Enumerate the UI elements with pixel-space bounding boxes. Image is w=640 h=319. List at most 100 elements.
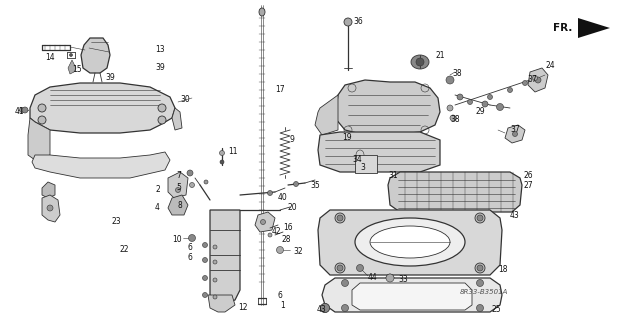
Circle shape (467, 100, 472, 105)
Polygon shape (335, 80, 440, 135)
Polygon shape (322, 278, 502, 312)
Text: 29: 29 (475, 108, 484, 116)
Circle shape (189, 234, 195, 241)
Circle shape (268, 233, 272, 237)
Circle shape (532, 76, 538, 80)
Text: 40: 40 (278, 192, 288, 202)
Text: 24: 24 (545, 61, 555, 70)
Text: 35: 35 (310, 181, 320, 189)
Circle shape (213, 295, 217, 299)
Circle shape (213, 260, 217, 264)
Text: 33: 33 (398, 276, 408, 285)
Ellipse shape (38, 104, 46, 112)
Circle shape (450, 115, 456, 121)
Circle shape (477, 265, 483, 271)
Polygon shape (168, 172, 188, 198)
Text: 37: 37 (527, 76, 537, 85)
Bar (355, 155, 377, 173)
Text: 14: 14 (45, 54, 54, 63)
Text: 6: 6 (188, 243, 193, 253)
Ellipse shape (158, 104, 166, 112)
Polygon shape (318, 210, 502, 275)
Text: 37: 37 (510, 125, 520, 135)
Text: 41: 41 (15, 108, 24, 116)
Circle shape (342, 305, 349, 311)
Text: 10: 10 (172, 235, 182, 244)
Circle shape (356, 264, 364, 271)
Circle shape (213, 245, 217, 249)
Polygon shape (28, 118, 50, 160)
Text: 4: 4 (155, 203, 160, 211)
Circle shape (276, 247, 284, 254)
Polygon shape (172, 108, 182, 130)
Text: 25: 25 (492, 306, 502, 315)
Ellipse shape (475, 263, 485, 273)
Text: 6: 6 (278, 292, 283, 300)
Circle shape (202, 257, 207, 263)
Text: 31: 31 (388, 170, 397, 180)
Ellipse shape (355, 218, 465, 266)
Text: 17: 17 (275, 85, 285, 94)
Text: 19: 19 (342, 133, 351, 143)
Circle shape (497, 103, 504, 110)
Circle shape (220, 160, 224, 164)
Text: 15: 15 (72, 65, 82, 75)
Circle shape (513, 131, 518, 137)
Circle shape (447, 105, 453, 111)
Text: 8R33-B3501A: 8R33-B3501A (460, 289, 508, 295)
Polygon shape (388, 172, 522, 212)
Ellipse shape (19, 108, 24, 113)
Polygon shape (528, 68, 548, 92)
Polygon shape (32, 152, 170, 178)
Circle shape (488, 94, 493, 100)
Circle shape (22, 107, 28, 113)
Text: 39: 39 (105, 73, 115, 83)
Circle shape (175, 188, 180, 192)
Circle shape (268, 190, 273, 196)
Polygon shape (578, 18, 610, 38)
Text: 20: 20 (288, 203, 298, 211)
Circle shape (477, 215, 483, 221)
Text: 36: 36 (353, 18, 363, 26)
Circle shape (260, 219, 266, 225)
Circle shape (508, 87, 513, 93)
Text: 42: 42 (272, 227, 282, 236)
Circle shape (477, 279, 483, 286)
Text: 28: 28 (282, 235, 291, 244)
Circle shape (446, 76, 454, 84)
Ellipse shape (335, 263, 345, 273)
Text: 2: 2 (155, 186, 160, 195)
Text: 3: 3 (360, 164, 365, 173)
Circle shape (187, 170, 193, 176)
Circle shape (202, 276, 207, 280)
Polygon shape (81, 38, 110, 73)
Circle shape (47, 205, 53, 211)
Polygon shape (255, 212, 275, 232)
Circle shape (386, 274, 394, 282)
Polygon shape (88, 55, 100, 63)
Polygon shape (68, 60, 76, 74)
Text: 23: 23 (112, 218, 122, 226)
Text: 21: 21 (435, 50, 445, 60)
Circle shape (337, 215, 343, 221)
Ellipse shape (38, 116, 46, 124)
Text: 5: 5 (176, 183, 181, 192)
Text: 26: 26 (523, 170, 532, 180)
Ellipse shape (259, 8, 265, 16)
Polygon shape (505, 125, 525, 143)
Ellipse shape (475, 213, 485, 223)
Circle shape (535, 77, 541, 83)
Text: 16: 16 (283, 224, 292, 233)
Circle shape (213, 278, 217, 282)
Circle shape (482, 101, 488, 107)
Text: 11: 11 (228, 147, 237, 157)
Circle shape (477, 305, 483, 311)
Circle shape (321, 303, 330, 313)
Text: 44: 44 (368, 273, 378, 283)
Circle shape (522, 80, 527, 85)
Ellipse shape (370, 226, 450, 258)
Text: 7: 7 (176, 170, 181, 180)
Circle shape (342, 279, 349, 286)
Circle shape (337, 265, 343, 271)
Polygon shape (168, 195, 188, 215)
